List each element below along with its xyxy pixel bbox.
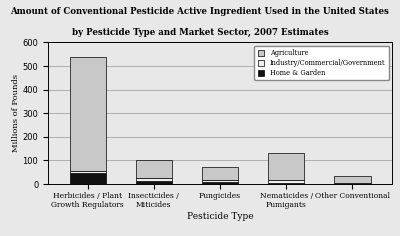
Bar — [268, 183, 304, 184]
X-axis label: Pesticide Type: Pesticide Type — [187, 212, 253, 221]
Bar — [70, 57, 106, 171]
Bar — [268, 180, 304, 183]
Bar — [70, 171, 106, 173]
Y-axis label: Millions of Pounds: Millions of Pounds — [12, 74, 20, 152]
Text: Amount of Conventional Pesticide Active Ingredient Used in the United States: Amount of Conventional Pesticide Active … — [10, 7, 390, 16]
Legend: Agriculture, Industry/Commercial/Government, Home & Garden: Agriculture, Industry/Commercial/Governm… — [254, 46, 389, 80]
Bar — [202, 182, 238, 184]
Text: by Pesticide Type and Market Sector, 2007 Estimates: by Pesticide Type and Market Sector, 200… — [72, 28, 328, 37]
Bar — [136, 160, 172, 178]
Bar — [202, 180, 238, 182]
Bar — [70, 173, 106, 184]
Bar — [268, 153, 304, 180]
Bar — [136, 178, 172, 181]
Bar — [334, 176, 370, 183]
Bar — [202, 167, 238, 180]
Bar — [136, 181, 172, 184]
Bar — [334, 183, 370, 184]
